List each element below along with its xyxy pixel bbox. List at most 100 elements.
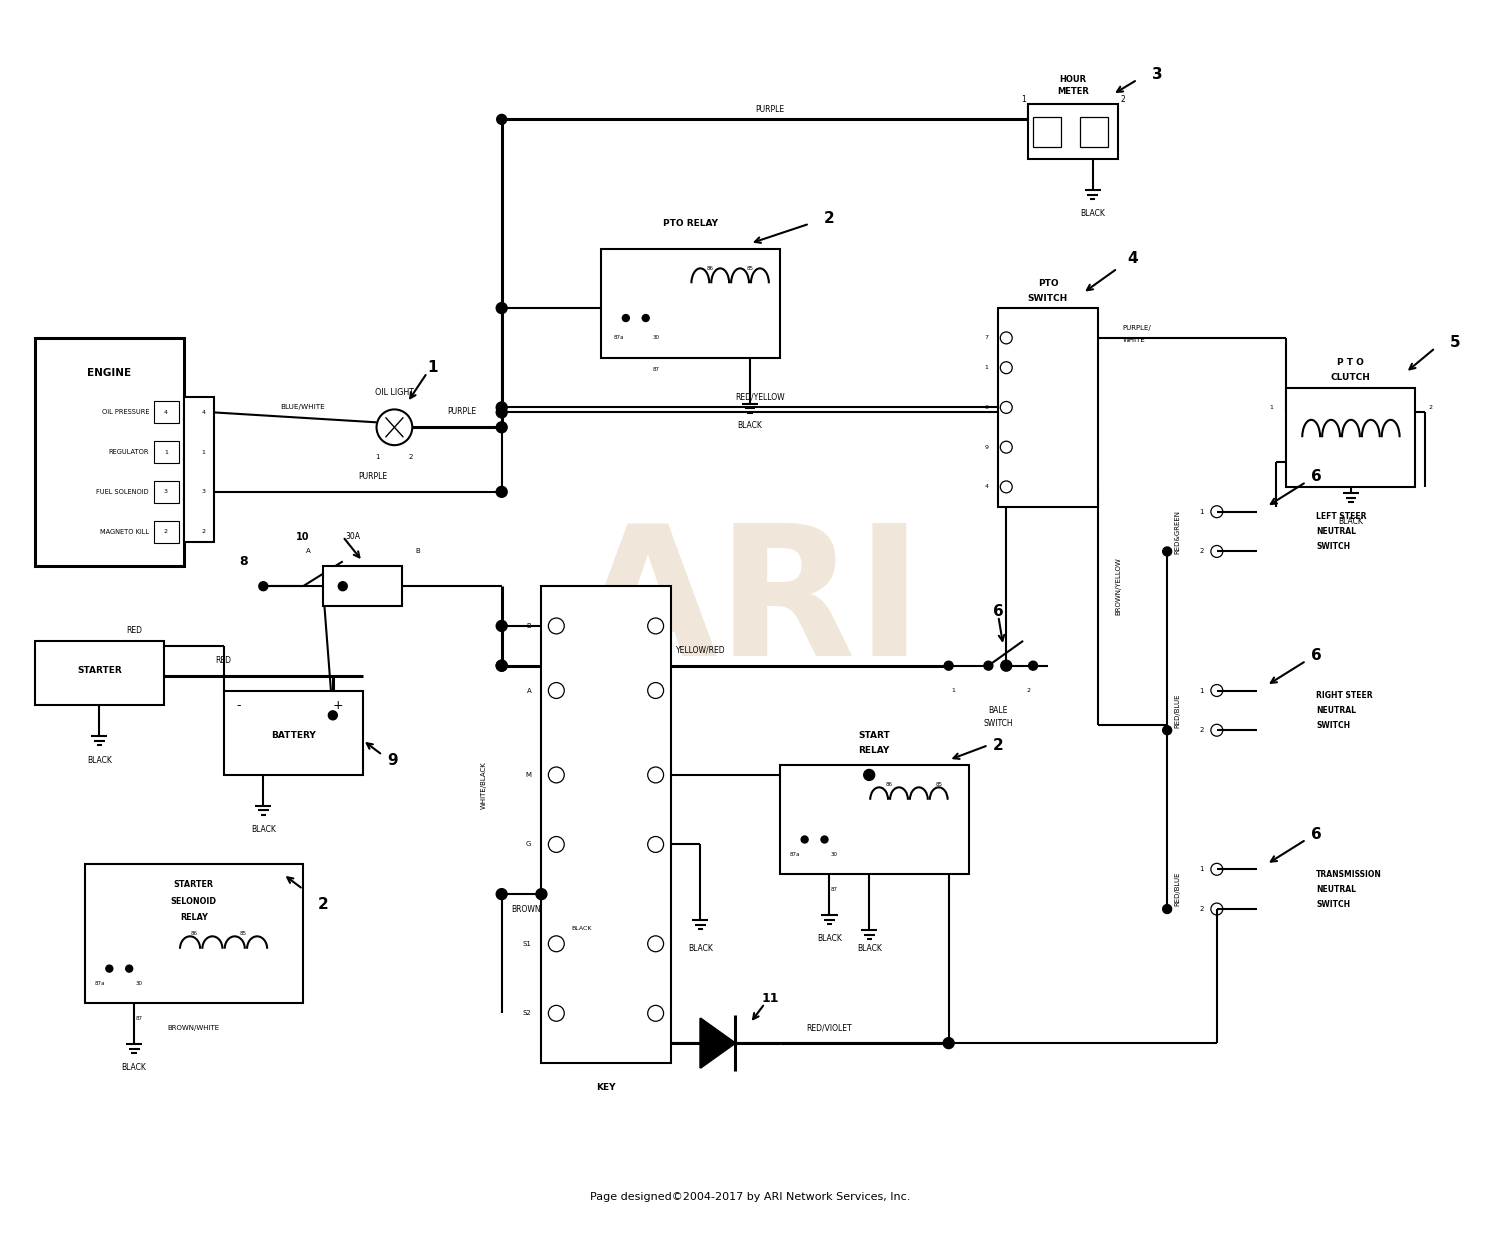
Text: NEUTRAL: NEUTRAL bbox=[1316, 527, 1356, 536]
Text: ENGINE: ENGINE bbox=[87, 367, 132, 378]
Text: PTO RELAY: PTO RELAY bbox=[663, 219, 718, 229]
Circle shape bbox=[339, 582, 346, 591]
Circle shape bbox=[944, 661, 952, 670]
Text: 2: 2 bbox=[1026, 688, 1030, 693]
Text: 2: 2 bbox=[201, 529, 206, 534]
Text: 6: 6 bbox=[1311, 470, 1322, 485]
Circle shape bbox=[496, 620, 507, 632]
Text: B: B bbox=[416, 549, 420, 555]
Text: RED/VIOLET: RED/VIOLET bbox=[807, 1023, 852, 1033]
Bar bbox=[34, 640, 164, 706]
Text: SELONOID: SELONOID bbox=[171, 896, 217, 906]
Text: RED: RED bbox=[126, 627, 142, 635]
Circle shape bbox=[1162, 905, 1172, 913]
Text: 2: 2 bbox=[164, 529, 168, 534]
Circle shape bbox=[496, 889, 507, 900]
Text: 85: 85 bbox=[934, 782, 942, 787]
Text: 30: 30 bbox=[652, 335, 658, 340]
Text: RED/YELLOW: RED/YELLOW bbox=[735, 393, 784, 402]
Text: 30: 30 bbox=[135, 981, 142, 986]
Bar bbox=[1028, 105, 1118, 159]
Text: 1: 1 bbox=[202, 450, 206, 455]
Text: 8: 8 bbox=[238, 555, 248, 567]
Bar bbox=[154, 402, 178, 423]
Circle shape bbox=[328, 711, 338, 719]
Text: HOUR: HOUR bbox=[1059, 75, 1086, 84]
Text: REGULATOR: REGULATOR bbox=[108, 449, 148, 455]
Bar bbox=[322, 566, 402, 606]
Text: 3: 3 bbox=[201, 489, 206, 494]
Text: A: A bbox=[526, 687, 531, 693]
Text: 3: 3 bbox=[164, 489, 168, 494]
Text: RED/BLUE: RED/BLUE bbox=[1174, 693, 1180, 728]
Text: 2: 2 bbox=[1200, 906, 1204, 912]
Bar bbox=[224, 691, 363, 775]
Text: S1: S1 bbox=[522, 941, 531, 947]
Text: P T O: P T O bbox=[1338, 358, 1365, 367]
Circle shape bbox=[1162, 548, 1172, 556]
Bar bbox=[154, 520, 178, 543]
Text: BATTERY: BATTERY bbox=[270, 730, 315, 739]
Text: 30A: 30A bbox=[345, 531, 360, 541]
Text: BLACK: BLACK bbox=[818, 934, 842, 943]
Bar bbox=[999, 308, 1098, 507]
Text: BLACK: BLACK bbox=[87, 755, 112, 765]
Circle shape bbox=[1162, 726, 1172, 734]
Text: SWITCH: SWITCH bbox=[984, 719, 1012, 728]
Circle shape bbox=[536, 889, 548, 900]
Text: METER: METER bbox=[1058, 87, 1089, 96]
Text: 4: 4 bbox=[201, 410, 206, 415]
Bar bbox=[1287, 388, 1416, 487]
Circle shape bbox=[1000, 481, 1012, 493]
Text: 3: 3 bbox=[984, 405, 988, 410]
Bar bbox=[154, 481, 178, 503]
Circle shape bbox=[642, 314, 650, 321]
Text: 2: 2 bbox=[1200, 727, 1204, 733]
Text: 2: 2 bbox=[1120, 95, 1125, 104]
Text: -: - bbox=[236, 698, 240, 712]
Circle shape bbox=[496, 487, 507, 497]
Text: 86: 86 bbox=[190, 932, 198, 937]
Text: 1: 1 bbox=[951, 688, 956, 693]
Polygon shape bbox=[700, 1018, 735, 1068]
Text: 6: 6 bbox=[993, 603, 1004, 618]
Circle shape bbox=[622, 314, 630, 321]
Text: 30: 30 bbox=[831, 852, 839, 857]
Text: BALE: BALE bbox=[988, 706, 1008, 714]
Text: B: B bbox=[526, 623, 531, 629]
Text: 1: 1 bbox=[1200, 509, 1204, 514]
Text: 10: 10 bbox=[297, 531, 310, 541]
Circle shape bbox=[1000, 441, 1012, 454]
Text: 1: 1 bbox=[427, 360, 438, 376]
Text: BLACK: BLACK bbox=[856, 944, 882, 953]
Text: Page designed©2004-2017 by ARI Network Services, Inc.: Page designed©2004-2017 by ARI Network S… bbox=[590, 1192, 910, 1203]
Text: 2: 2 bbox=[408, 454, 413, 460]
Text: RIGHT STEER: RIGHT STEER bbox=[1316, 691, 1372, 700]
Text: M: M bbox=[525, 772, 531, 777]
Text: 2: 2 bbox=[993, 738, 1004, 753]
Circle shape bbox=[1000, 362, 1012, 373]
Text: 1: 1 bbox=[1200, 866, 1204, 873]
Text: PTO: PTO bbox=[1038, 279, 1059, 288]
Text: WHITE/BLACK: WHITE/BLACK bbox=[482, 761, 488, 808]
Circle shape bbox=[496, 402, 507, 413]
Circle shape bbox=[496, 660, 507, 671]
Text: BROWN: BROWN bbox=[512, 905, 542, 913]
Bar bbox=[1080, 117, 1107, 147]
Text: S2: S2 bbox=[522, 1010, 531, 1016]
Bar bbox=[184, 398, 213, 541]
Text: PURPLE: PURPLE bbox=[447, 407, 477, 415]
Text: RED/BLUE: RED/BLUE bbox=[1174, 871, 1180, 906]
Text: NEUTRAL: NEUTRAL bbox=[1316, 706, 1356, 714]
Text: 4: 4 bbox=[1126, 251, 1137, 266]
Text: FUEL SOLENOID: FUEL SOLENOID bbox=[96, 489, 148, 494]
Text: ARI: ARI bbox=[578, 518, 922, 695]
Text: PURPLE: PURPLE bbox=[756, 105, 784, 114]
Circle shape bbox=[496, 660, 507, 671]
Text: 1: 1 bbox=[1022, 95, 1026, 104]
Text: NEUTRAL: NEUTRAL bbox=[1316, 885, 1356, 894]
Text: BLACK: BLACK bbox=[738, 420, 762, 430]
Text: STARTER: STARTER bbox=[174, 880, 214, 889]
Text: BLACK: BLACK bbox=[251, 826, 276, 834]
Text: 87a: 87a bbox=[614, 335, 624, 340]
